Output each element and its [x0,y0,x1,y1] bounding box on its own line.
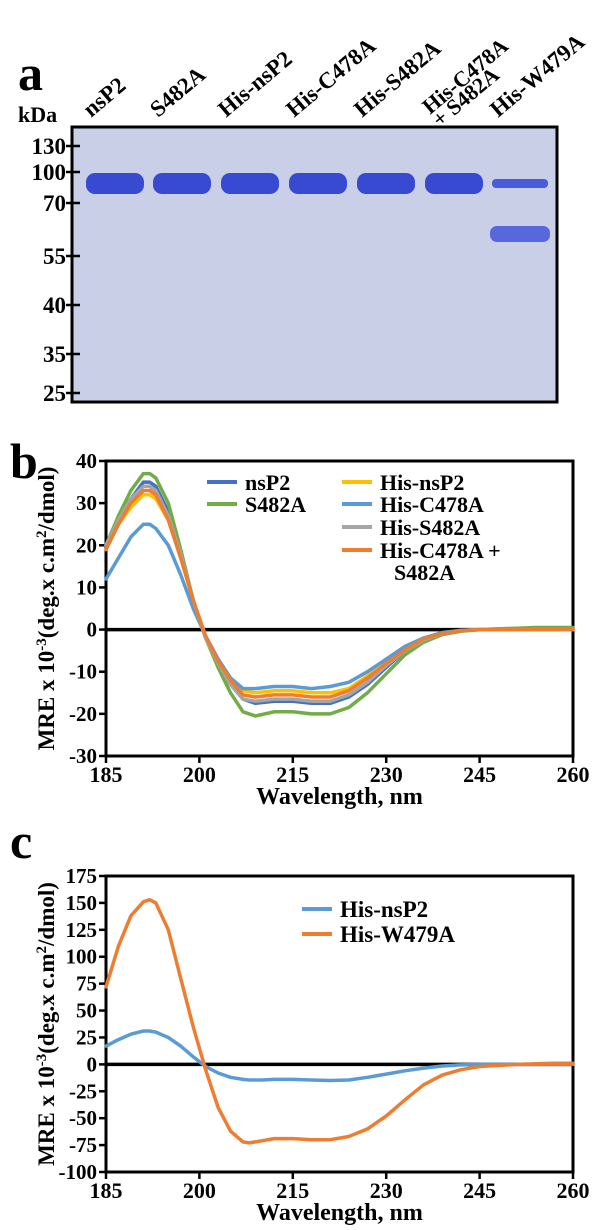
marker-label: 70 [43,191,66,216]
panel-b-letter: b [10,433,38,489]
x-tick-label: 245 [463,1178,496,1203]
y-tick-label: 0 [87,1052,98,1076]
legend-label: His-S482A [380,515,480,540]
plot-frame [104,874,575,1174]
marker-label: 55 [43,244,66,269]
legend-label: His-C478A + [380,538,501,563]
x-tick-label: 185 [90,1178,123,1203]
y-tick-label: 30 [76,491,97,515]
panel-a-letter: a [18,45,43,101]
series-line-his-nsp2 [104,492,575,695]
marker-label: 100 [32,160,67,185]
y-tick-label: 10 [76,575,97,599]
x-tick-label: 215 [276,1178,309,1203]
legend-label: nsP2 [245,470,290,495]
lane-label: nsP2 [78,72,130,122]
protein-band [221,173,279,194]
marker-label: 35 [43,342,66,367]
protein-band [357,173,415,194]
y-tick-label: -10 [69,660,97,684]
y-tick-label: 75 [76,972,97,996]
y-tick-label: -100 [59,1160,98,1184]
y-tick-label: 100 [66,945,98,969]
gel-background [70,125,559,404]
legend-label: His-W479A [340,922,455,947]
x-tick-label: 260 [557,1178,590,1203]
series-line-nsp2 [104,480,575,706]
series-line-s482a [104,471,575,718]
y-tick-label: 125 [66,918,98,942]
y-tick-label: 0 [87,618,98,642]
legend-label-line2: S482A [394,560,455,585]
plot-frame [104,459,575,758]
x-tick-label: 185 [90,762,123,787]
y-tick-label: 175 [66,864,98,888]
y-axis-label: MRE x 10-3(deg.x c.m2/dmol) [34,882,59,1166]
protein-band [492,179,548,188]
series-line-his-s482a [104,484,575,703]
legend-label: His-C478A [380,492,484,517]
y-tick-label: -30 [69,744,97,768]
marker-label: 130 [32,134,67,159]
y-tick-label: -20 [69,702,97,726]
legend-label: S482A [245,492,306,517]
panel-c-letter: c [10,813,32,869]
y-tick-label: -50 [69,1106,97,1130]
protein-band [289,173,347,194]
legend-label: His-nsP2 [340,897,428,922]
x-axis-label: Wavelength, nm [256,1200,423,1226]
x-tick-label: 230 [370,762,403,787]
x-tick-label: 200 [183,1178,216,1203]
protein-band [490,226,550,242]
lane-label: His-nsP2 [213,46,297,122]
x-tick-label: 230 [370,1178,403,1203]
y-tick-label: -75 [69,1133,97,1157]
x-tick-label: 260 [557,762,590,787]
y-tick-label: 150 [66,891,98,915]
x-tick-label: 215 [276,762,309,787]
legend-label: His-nsP2 [380,470,464,495]
x-axis-label: Wavelength, nm [256,784,423,810]
y-tick-label: -25 [69,1079,97,1103]
kda-label: kDa [18,102,57,127]
marker-label: 40 [43,293,66,318]
lane-label: S482A [145,61,210,121]
y-axis-label: MRE x 10-3(deg.x c.m2/dmol) [34,467,59,751]
series-line-his-w479a [104,897,575,1145]
marker-label: 25 [43,381,66,406]
x-tick-label: 200 [183,762,216,787]
series-line-his-nsp2 [104,1029,575,1083]
series-line-his-c478a-s482a [104,488,575,699]
protein-band [86,173,144,194]
protein-band [425,173,483,194]
y-tick-label: 25 [76,1025,97,1049]
y-tick-label: 40 [76,449,97,473]
protein-band [153,173,211,194]
y-tick-label: 20 [76,533,97,557]
x-tick-label: 245 [463,762,496,787]
y-tick-label: 50 [76,999,97,1023]
